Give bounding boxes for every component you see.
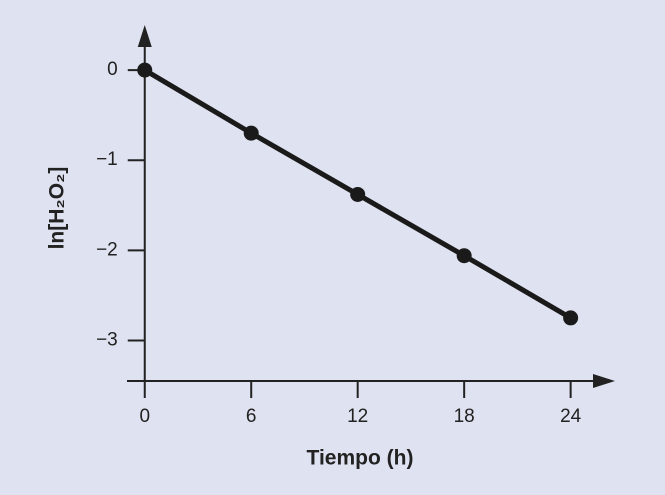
y-tick-label: −1 xyxy=(96,149,118,170)
data-point xyxy=(137,62,153,78)
data-point xyxy=(456,248,472,264)
x-axis-title: Tiempo (h) xyxy=(307,447,414,470)
x-tick-label: 12 xyxy=(347,406,368,427)
y-tick-label: 0 xyxy=(107,59,118,80)
x-tick-label: 0 xyxy=(139,406,150,427)
x-tick-label: 24 xyxy=(560,406,582,427)
data-point xyxy=(350,186,366,202)
data-point xyxy=(563,310,579,326)
x-tick-label: 6 xyxy=(246,406,257,427)
x-axis-arrow xyxy=(593,374,615,388)
y-axis-title: ln[H₂O₂] xyxy=(46,167,69,250)
y-axis-arrow xyxy=(137,25,152,47)
y-tick-label: −3 xyxy=(96,329,118,350)
y-tick-label: −2 xyxy=(96,239,118,260)
data-point xyxy=(243,125,259,141)
x-tick-label: 18 xyxy=(454,406,475,427)
